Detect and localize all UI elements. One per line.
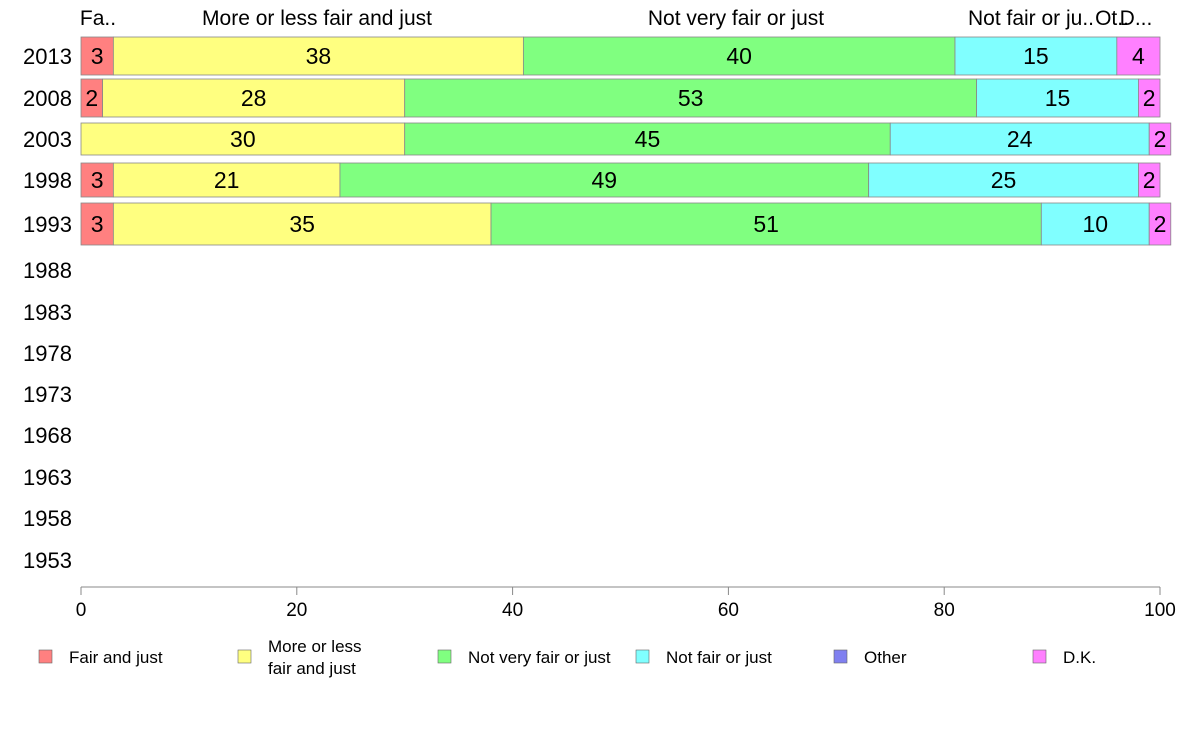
legend-swatch-1	[237, 649, 252, 664]
bar-label-2008-3: 15	[1045, 85, 1071, 111]
bar-label-2008-1: 28	[241, 85, 267, 111]
bar-label-1998-0: 3	[91, 167, 104, 193]
bar-label-1993-3: 10	[1082, 211, 1108, 237]
bar-label-1998-1: 21	[214, 167, 240, 193]
bar-label-2013-3: 15	[1023, 43, 1049, 69]
legend-label-4: Other	[864, 648, 907, 667]
bar-2008-more-or-less-fair-and-just	[102, 78, 406, 118]
year-label-1998: 1998	[23, 168, 72, 193]
year-label-1953: 1953	[23, 548, 72, 573]
x-tick-label-40: 40	[502, 600, 523, 621]
bar-2008-not-very-fair-or-just	[404, 78, 977, 118]
legend: Fair and just More or less fair and just No…	[38, 637, 1096, 678]
top-label-1: More or less fair and just	[202, 7, 432, 30]
legend-swatch-5	[1032, 649, 1047, 664]
bar-label-2008-2: 53	[678, 85, 704, 111]
bars: 3 38 40 15 4 2 28 53 15 2 30 45 24 2 3 21 49 25 2 3 35 51 10 2	[80, 36, 1172, 246]
bar-1998-fair-and-just	[80, 162, 114, 198]
year-label-1968: 1968	[23, 423, 72, 448]
top-label-2: Not very fair or just	[648, 7, 824, 30]
bar-1993-more-or-less-fair-and-just	[112, 202, 492, 246]
bar-label-2003-3: 24	[1007, 126, 1033, 152]
bar-label-1998-2: 49	[592, 167, 618, 193]
bar-2013-d-k-	[1116, 36, 1161, 76]
bar-1993-fair-and-just	[80, 202, 114, 246]
top-label-0: Fa..	[80, 7, 116, 30]
legend-label-2: Not very fair or just	[468, 648, 611, 667]
legend-label-3: Not fair or just	[666, 648, 772, 667]
bar-label-2003-2: 45	[635, 126, 661, 152]
year-label-2003: 2003	[23, 127, 72, 152]
year-label-1988: 1988	[23, 258, 72, 283]
bar-label-1993-5: 2	[1154, 211, 1167, 237]
bar-2013-more-or-less-fair-and-just	[112, 36, 524, 76]
year-label-2013: 2013	[23, 44, 72, 69]
bar-label-1998-5: 2	[1143, 167, 1156, 193]
x-tick-label-100: 100	[1144, 600, 1176, 621]
top-label-3: Not fair or ju..	[968, 7, 1094, 30]
legend-swatch-2	[437, 649, 452, 664]
legend-swatch-4	[833, 649, 848, 664]
bar-1993-not-fair-or-just	[1040, 202, 1150, 246]
x-tick-label-20: 20	[286, 600, 307, 621]
x-tick-label-0: 0	[76, 600, 87, 621]
year-label-1963: 1963	[23, 465, 72, 490]
legend-swatch-0	[38, 649, 53, 664]
top-label-5: D...	[1120, 7, 1153, 30]
bar-2008-d-k-	[1138, 78, 1161, 118]
bar-label-1993-1: 35	[289, 211, 315, 237]
bar-label-1998-3: 25	[991, 167, 1017, 193]
bar-label-2013-5: 4	[1132, 43, 1145, 69]
bar-1993-not-very-fair-or-just	[490, 202, 1042, 246]
year-label-1983: 1983	[23, 300, 72, 325]
bar-1993-d-k-	[1148, 202, 1172, 246]
bar-2003-not-fair-or-just	[889, 122, 1150, 156]
bar-label-2008-0: 2	[85, 85, 98, 111]
bar-label-2008-5: 2	[1143, 85, 1156, 111]
bar-1998-not-fair-or-just	[868, 162, 1139, 198]
legend-swatch-3	[635, 649, 650, 664]
x-tick-label-80: 80	[934, 600, 955, 621]
year-label-1958: 1958	[23, 506, 72, 531]
year-label-1973: 1973	[23, 382, 72, 407]
bar-1998-more-or-less-fair-and-just	[112, 162, 341, 198]
bar-label-2003-5: 2	[1154, 126, 1167, 152]
bar-label-2003-1: 30	[230, 126, 256, 152]
bar-2003-d-k-	[1148, 122, 1172, 156]
legend-label-1-line-1: fair and just	[268, 659, 356, 678]
bar-label-2013-0: 3	[91, 43, 104, 69]
bar-2003-not-very-fair-or-just	[404, 122, 891, 156]
x-axis: 0 20 40 60 80 100	[76, 586, 1176, 621]
legend-label-1-line-0: More or less	[268, 637, 362, 656]
top-label-4: Ot..	[1095, 7, 1129, 30]
bar-label-1993-0: 3	[91, 211, 104, 237]
bar-label-2013-1: 38	[306, 43, 332, 69]
legend-label-5: D.K.	[1063, 648, 1096, 667]
legend-label-0: Fair and just	[69, 648, 163, 667]
bar-2008-not-fair-or-just	[976, 78, 1139, 118]
bar-1998-not-very-fair-or-just	[339, 162, 870, 198]
bar-label-2013-2: 40	[726, 43, 752, 69]
year-label-1993: 1993	[23, 212, 72, 237]
x-tick-label-60: 60	[718, 600, 739, 621]
bar-label-1993-2: 51	[753, 211, 779, 237]
year-label-2008: 2008	[23, 86, 72, 111]
bar-1998-d-k-	[1138, 162, 1161, 198]
y-axis-labels: 2013 2008 2003 1998 1993 1988 1983 1978 1973 1968…	[23, 44, 72, 573]
top-category-labels: Fa.. More or less fair and just Not very f…	[80, 7, 1152, 30]
year-label-1978: 1978	[23, 341, 72, 366]
